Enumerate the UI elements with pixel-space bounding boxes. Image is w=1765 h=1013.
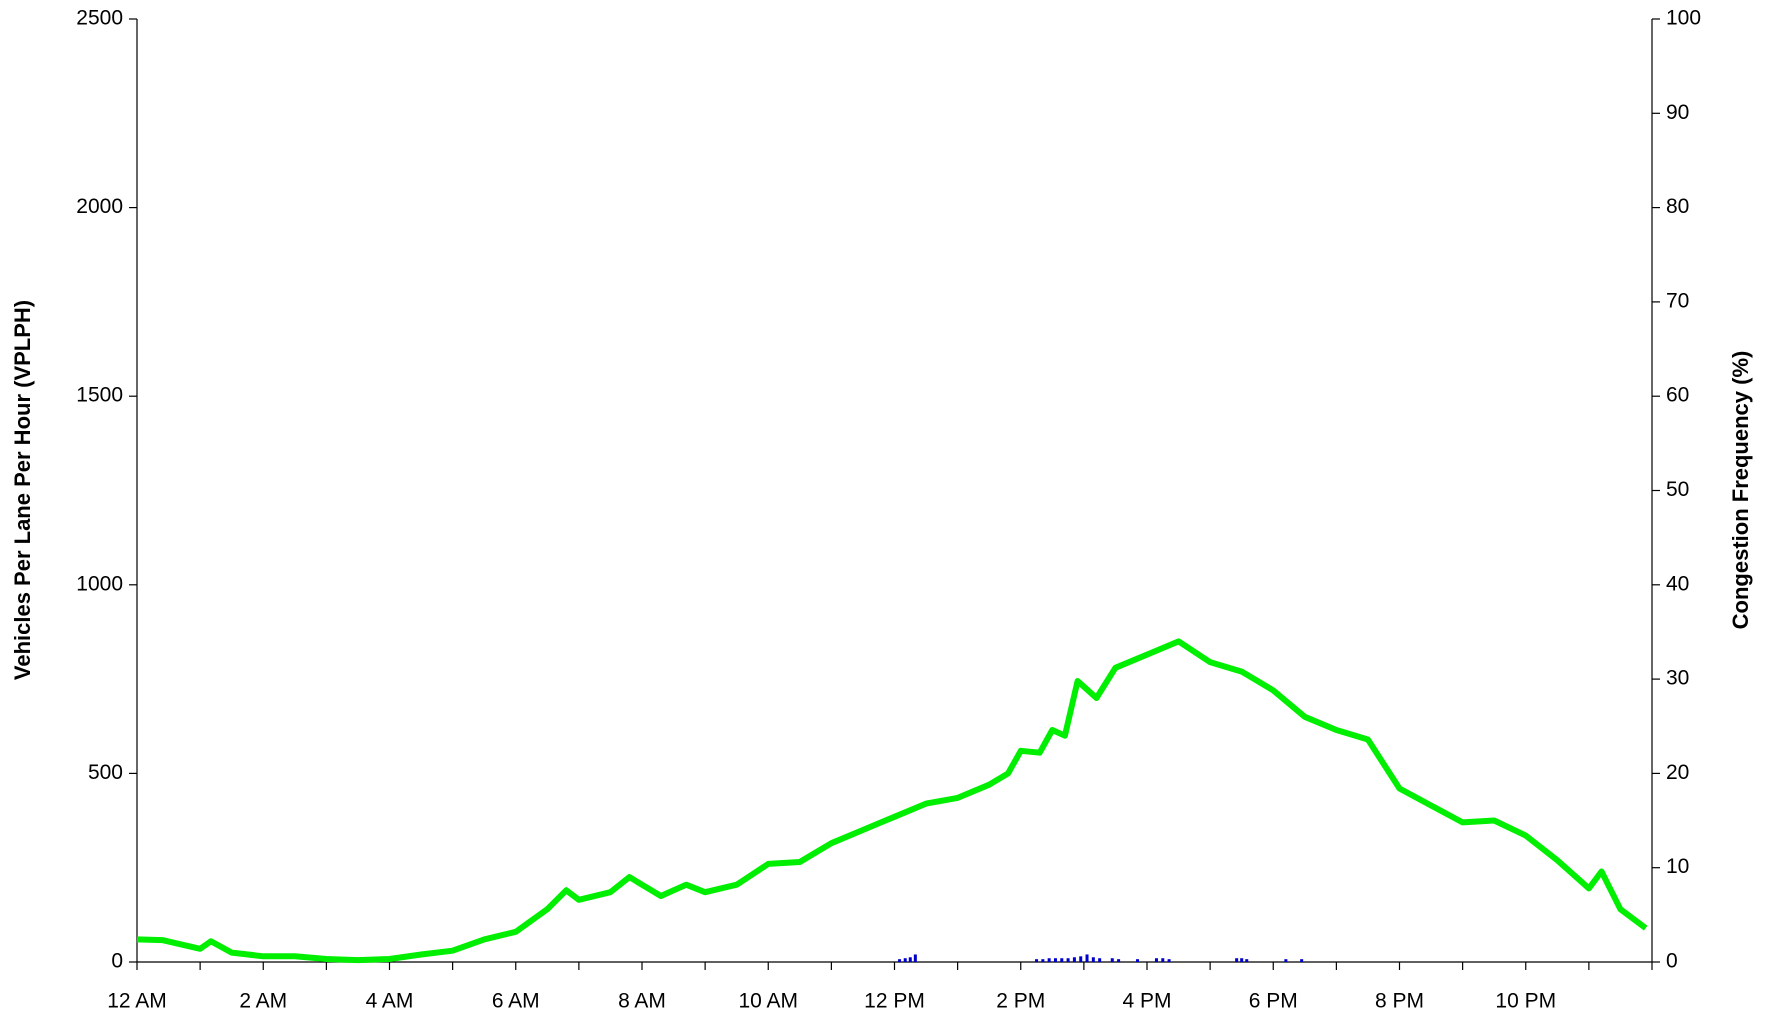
congestion-bar xyxy=(1167,959,1171,962)
x-tick-label: 2 AM xyxy=(239,990,287,1013)
congestion-bar xyxy=(1035,959,1039,962)
x-tick-label: 12 PM xyxy=(864,990,925,1013)
y2-tick-label: 90 xyxy=(1666,101,1689,124)
congestion-bar xyxy=(1053,958,1057,962)
x-tick-label: 6 AM xyxy=(492,990,540,1013)
congestion-bar xyxy=(908,957,912,962)
congestion-bar xyxy=(1060,958,1064,962)
y2-tick-label: 20 xyxy=(1666,761,1689,784)
y2-tick-label: 30 xyxy=(1666,667,1689,690)
y2-tick-label: 60 xyxy=(1666,384,1689,407)
x-tick-label: 10 AM xyxy=(738,990,798,1013)
y-tick-label: 500 xyxy=(88,761,123,784)
x-tick-label: 6 PM xyxy=(1249,990,1298,1013)
x-tick-label: 2 PM xyxy=(996,990,1045,1013)
congestion-bar xyxy=(1085,954,1089,962)
y2-tick-label: 70 xyxy=(1666,289,1689,312)
congestion-bar xyxy=(1079,956,1083,962)
congestion-bar xyxy=(1245,959,1249,962)
y-axis-title: Vehicles Per Lane Per Hour (VPLPH) xyxy=(10,300,35,680)
y-tick-label: 2500 xyxy=(76,7,123,30)
congestion-bar xyxy=(1047,958,1051,962)
congestion-bar xyxy=(1110,958,1114,962)
x-tick-label: 8 AM xyxy=(618,990,666,1013)
congestion-bar xyxy=(898,959,902,962)
x-tick-label: 12 AM xyxy=(107,990,167,1013)
congestion-bar xyxy=(1117,959,1121,962)
y-tick-label: 1000 xyxy=(76,572,123,595)
x-tick-label: 8 PM xyxy=(1375,990,1424,1013)
congestion-bar xyxy=(1066,958,1070,962)
congestion-bar xyxy=(1041,959,1045,962)
congestion-bar xyxy=(1300,959,1304,962)
congestion-bar xyxy=(1154,958,1158,962)
congestion-bar xyxy=(1098,958,1102,962)
y2-tick-label: 100 xyxy=(1666,7,1701,30)
y2-tick-label: 0 xyxy=(1666,950,1678,973)
y-tick-label: 1500 xyxy=(76,384,123,407)
y-tick-label: 2000 xyxy=(76,195,123,218)
y2-tick-label: 50 xyxy=(1666,478,1689,501)
y2-tick-label: 40 xyxy=(1666,572,1689,595)
congestion-bar xyxy=(1072,957,1076,962)
congestion-bar xyxy=(903,958,907,962)
x-tick-label: 4 AM xyxy=(366,990,414,1013)
congestion-bar xyxy=(1136,959,1140,962)
y2-axis-title: Congestion Frequency (%) xyxy=(1728,351,1753,630)
congestion-bar xyxy=(1240,958,1244,962)
y-tick-label: 0 xyxy=(111,950,123,973)
volume-line xyxy=(136,638,1648,964)
y2-tick-label: 80 xyxy=(1666,195,1689,218)
x-tick-label: 4 PM xyxy=(1122,990,1171,1013)
y2-tick-label: 10 xyxy=(1666,855,1689,878)
congestion-bar xyxy=(1284,959,1288,962)
congestion-bar xyxy=(1161,958,1165,962)
congestion-bar xyxy=(1235,958,1239,962)
congestion-bar xyxy=(913,954,917,962)
congestion-bar xyxy=(1091,957,1095,962)
x-tick-label: 10 PM xyxy=(1495,990,1556,1013)
